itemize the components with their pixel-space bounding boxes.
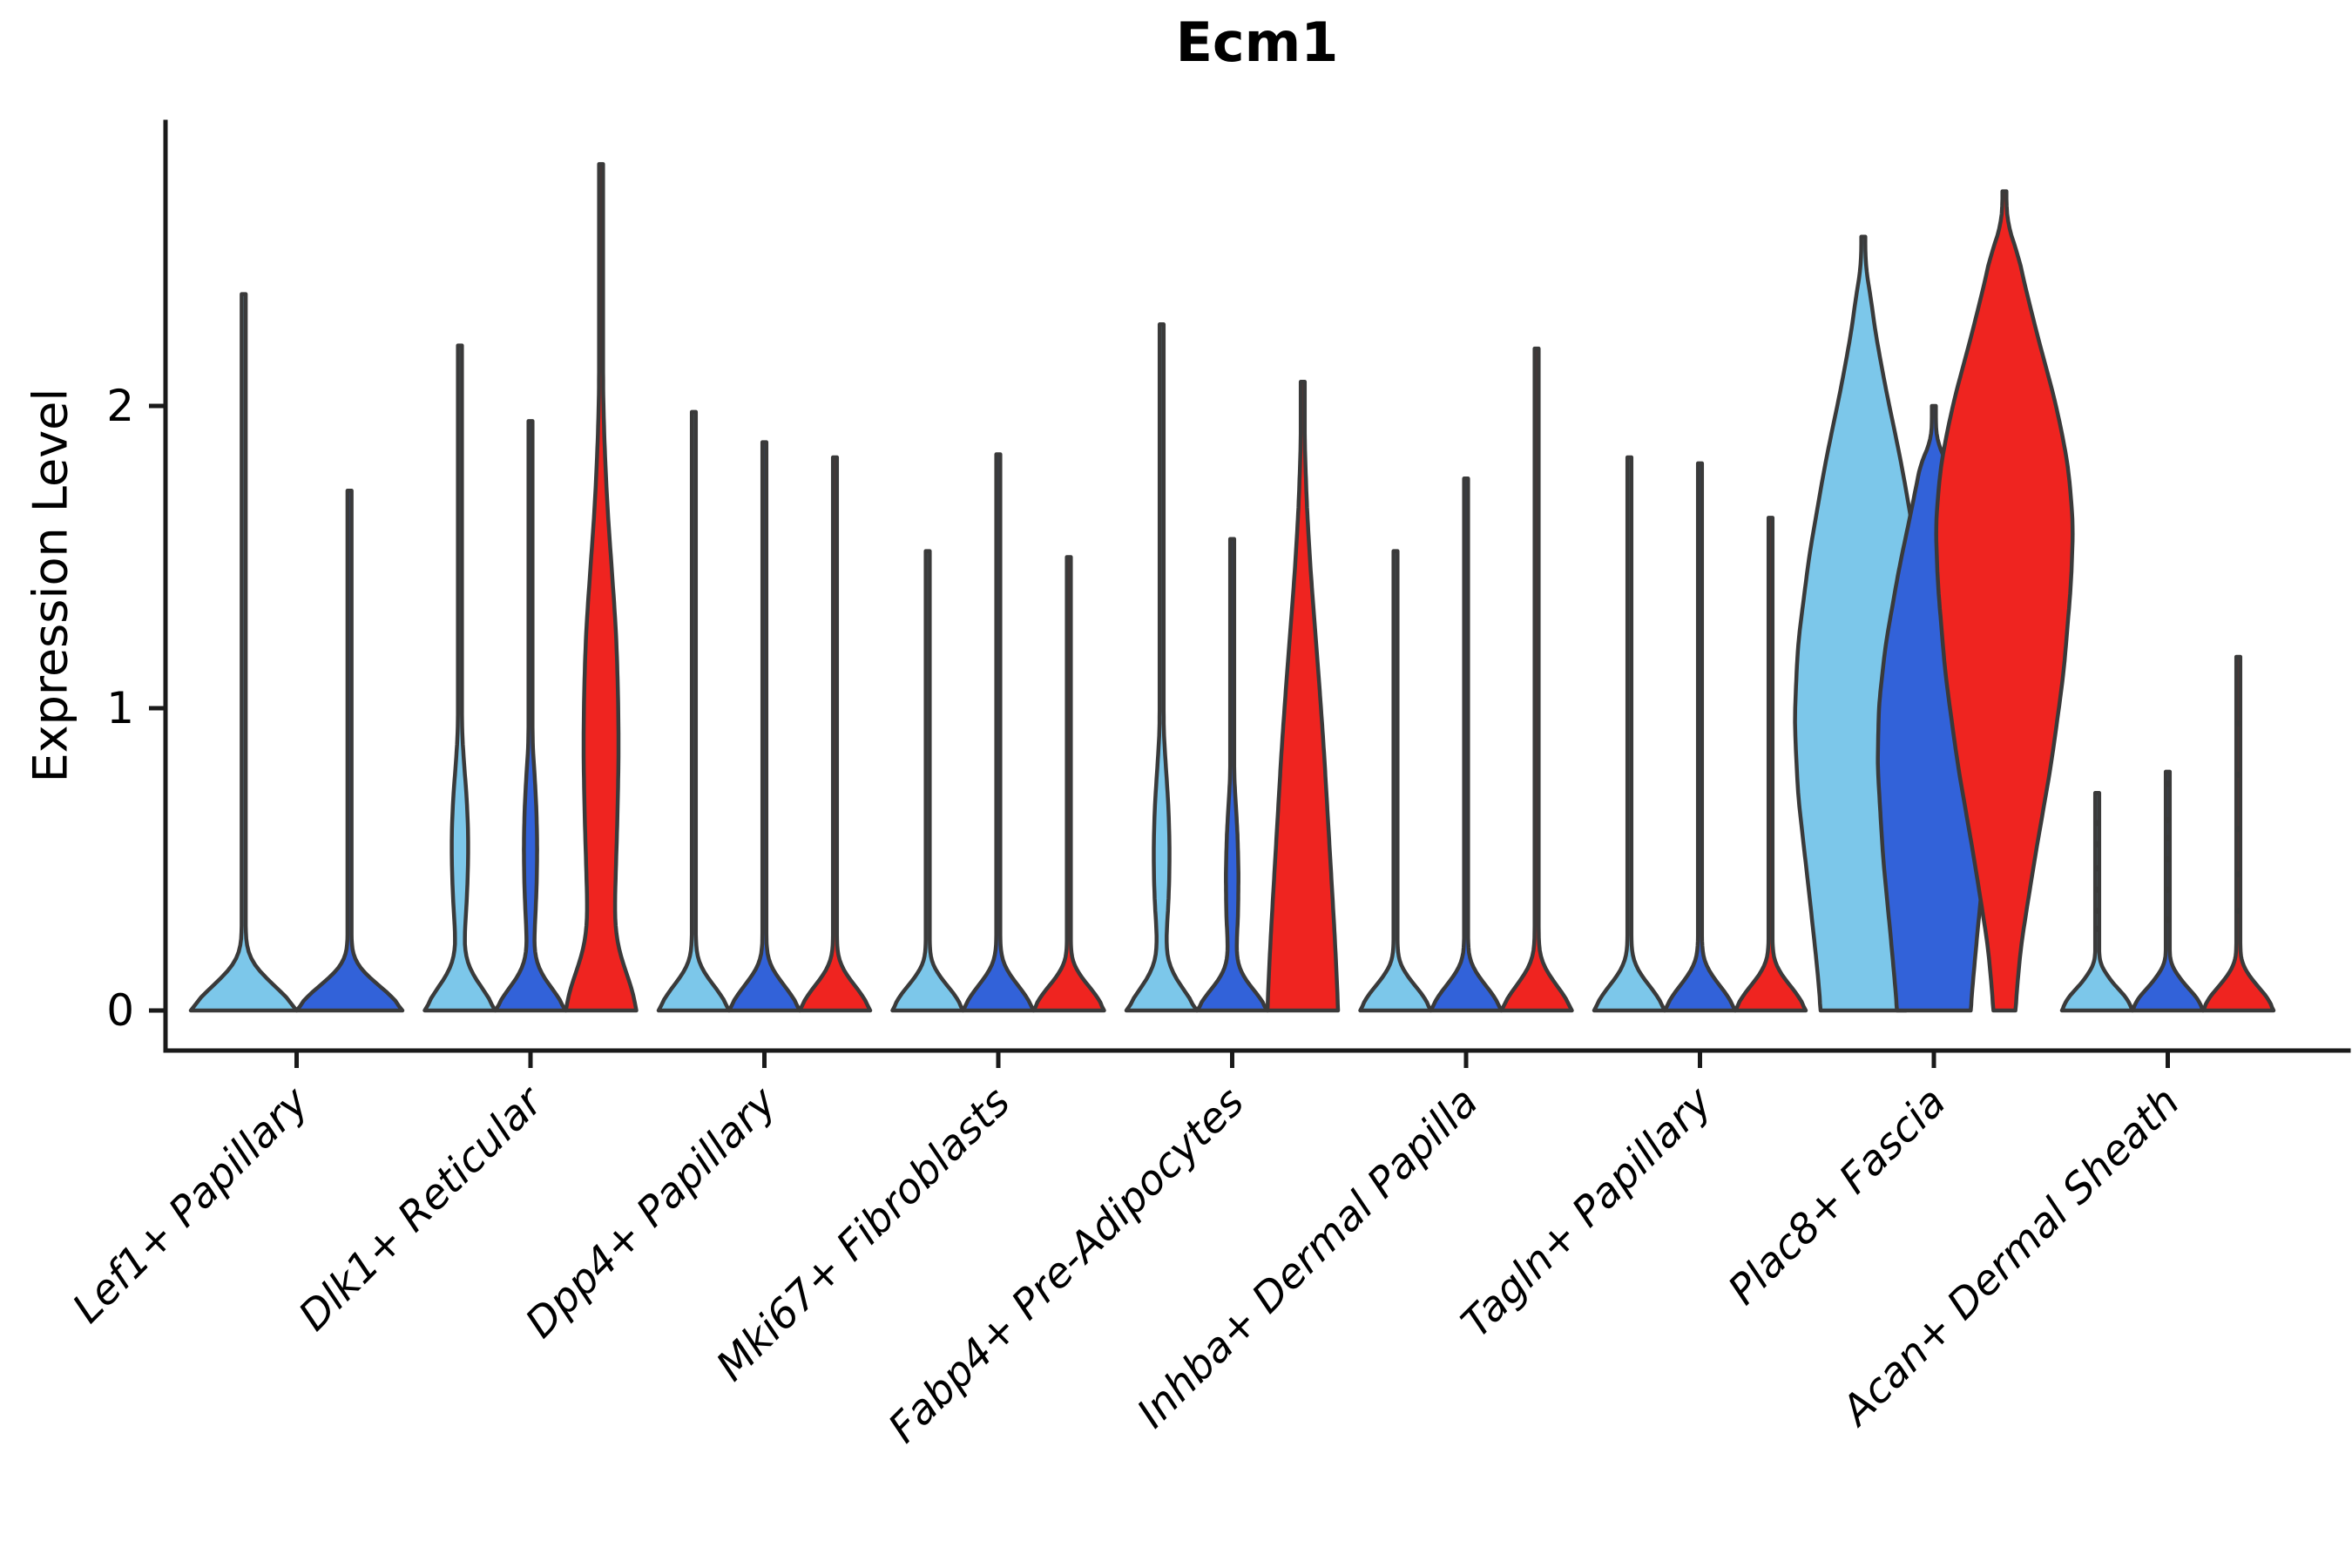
violin-blue — [1662, 461, 1738, 1013]
violin-light-blue — [2059, 790, 2135, 1013]
violin-blue — [1429, 476, 1504, 1013]
axis-spines — [163, 119, 2351, 1053]
violin-light-blue — [656, 409, 732, 1013]
x-category-label: Lef1+ Papillary — [64, 1078, 319, 1333]
jitter-dot — [2165, 886, 2171, 893]
violin-blue — [493, 419, 568, 1013]
jitter-dot — [2235, 771, 2241, 778]
violin-red — [564, 162, 639, 1013]
jitter-dot — [2094, 841, 2100, 848]
jitter-dot — [2094, 925, 2100, 932]
violin-blue — [961, 452, 1036, 1013]
violin-red — [2200, 654, 2276, 1013]
jitter-dot — [2165, 816, 2171, 823]
jitter-dot — [2165, 835, 2171, 841]
violin-blue — [727, 440, 802, 1013]
x-category-label: Dlk1+ Reticular — [290, 1077, 554, 1341]
jitter-dot — [2235, 871, 2241, 878]
violin-red — [1934, 189, 2075, 1013]
jitter-dot — [2165, 781, 2171, 787]
violin-light-blue — [188, 292, 299, 1013]
violin-light-blue — [422, 343, 497, 1013]
violin-red — [1499, 346, 1574, 1013]
jitter-dot — [2165, 916, 2171, 923]
chart-title: Ecm1 — [1175, 10, 1339, 74]
violin-light-blue — [1592, 455, 1667, 1013]
violin-light-blue — [890, 549, 965, 1013]
violin-red — [1265, 379, 1341, 1013]
jitter-dot — [2094, 886, 2100, 893]
jitter-dot — [2094, 907, 2100, 914]
x-category-label: Tagln+ Papillary — [1452, 1078, 1722, 1348]
y-tick-label: 2 — [106, 381, 134, 431]
violin-blue — [1194, 537, 1270, 1013]
y-axis-title: Expression Level — [23, 388, 78, 783]
violin-red — [1733, 516, 1808, 1013]
jitter-dot — [2235, 907, 2241, 914]
violin-blue — [294, 488, 405, 1013]
violin-light-blue — [1124, 322, 1200, 1013]
jitter-dot — [2235, 720, 2241, 727]
violin-red — [797, 455, 873, 1013]
jitter-dot — [2165, 856, 2171, 862]
jitter-dot — [2094, 820, 2100, 827]
jitter-dot — [2235, 826, 2241, 833]
x-category-label: Plac8+ Fascia — [1719, 1078, 1955, 1315]
y-tick-label: 0 — [106, 985, 134, 1036]
jitter-dot — [2094, 865, 2100, 872]
violin-light-blue — [1358, 549, 1433, 1013]
violin-red — [1031, 555, 1106, 1013]
y-tick-label: 1 — [106, 683, 134, 733]
x-category-label: Dpp4+ Papillary — [517, 1078, 787, 1348]
